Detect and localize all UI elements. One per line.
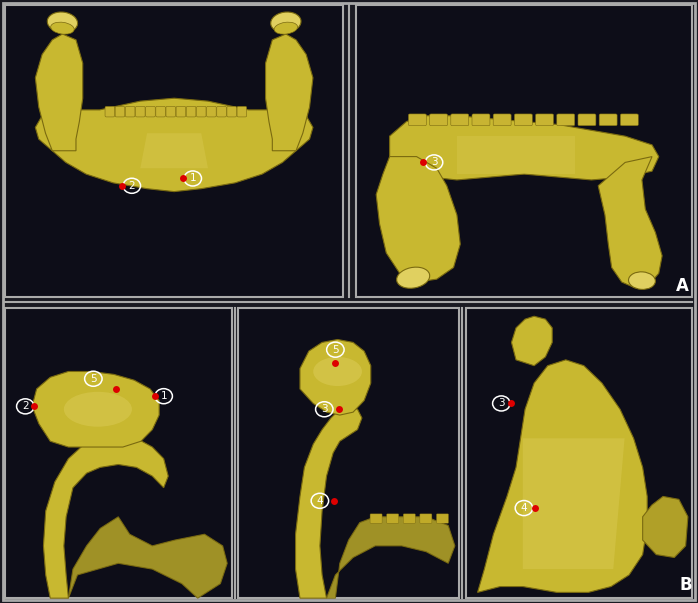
- FancyBboxPatch shape: [238, 308, 459, 598]
- Ellipse shape: [47, 12, 77, 33]
- FancyBboxPatch shape: [146, 106, 155, 117]
- Polygon shape: [140, 133, 208, 168]
- Ellipse shape: [628, 272, 655, 289]
- Text: B: B: [679, 576, 692, 594]
- FancyBboxPatch shape: [135, 106, 145, 117]
- FancyBboxPatch shape: [370, 514, 382, 523]
- Text: 1: 1: [189, 174, 196, 183]
- FancyBboxPatch shape: [186, 106, 196, 117]
- FancyBboxPatch shape: [403, 514, 415, 523]
- FancyBboxPatch shape: [5, 5, 343, 297]
- FancyBboxPatch shape: [451, 114, 469, 125]
- Text: 2: 2: [22, 402, 29, 411]
- FancyBboxPatch shape: [227, 106, 237, 117]
- Polygon shape: [265, 34, 313, 151]
- Ellipse shape: [274, 22, 297, 34]
- Ellipse shape: [51, 22, 74, 34]
- FancyBboxPatch shape: [535, 114, 554, 125]
- Polygon shape: [598, 157, 662, 288]
- Text: 3: 3: [431, 157, 438, 168]
- Ellipse shape: [313, 357, 362, 386]
- Polygon shape: [300, 339, 371, 415]
- FancyBboxPatch shape: [217, 106, 226, 117]
- FancyBboxPatch shape: [207, 106, 216, 117]
- Polygon shape: [389, 116, 659, 180]
- FancyBboxPatch shape: [578, 114, 596, 125]
- FancyBboxPatch shape: [387, 514, 399, 523]
- FancyBboxPatch shape: [621, 114, 638, 125]
- Text: 3: 3: [498, 399, 505, 408]
- FancyBboxPatch shape: [493, 114, 511, 125]
- FancyBboxPatch shape: [408, 114, 426, 125]
- FancyBboxPatch shape: [472, 114, 490, 125]
- Polygon shape: [43, 435, 168, 598]
- Polygon shape: [36, 34, 83, 151]
- Text: 4: 4: [317, 496, 323, 506]
- Polygon shape: [376, 157, 460, 282]
- Polygon shape: [457, 136, 574, 174]
- FancyBboxPatch shape: [156, 106, 165, 117]
- Text: 2: 2: [128, 181, 135, 191]
- FancyBboxPatch shape: [514, 114, 533, 125]
- FancyBboxPatch shape: [436, 514, 449, 523]
- FancyBboxPatch shape: [599, 114, 617, 125]
- FancyBboxPatch shape: [105, 106, 114, 117]
- FancyBboxPatch shape: [429, 114, 447, 125]
- FancyBboxPatch shape: [557, 114, 574, 125]
- Text: 3: 3: [321, 404, 327, 414]
- FancyBboxPatch shape: [166, 106, 176, 117]
- Polygon shape: [32, 371, 159, 447]
- Ellipse shape: [396, 267, 430, 288]
- Polygon shape: [327, 517, 455, 598]
- Ellipse shape: [64, 392, 132, 427]
- FancyBboxPatch shape: [420, 514, 432, 523]
- Text: 5: 5: [332, 345, 339, 355]
- Polygon shape: [68, 517, 228, 598]
- Text: 5: 5: [90, 374, 96, 384]
- Polygon shape: [36, 98, 313, 192]
- FancyBboxPatch shape: [176, 106, 186, 117]
- FancyBboxPatch shape: [126, 106, 135, 117]
- Polygon shape: [477, 360, 647, 592]
- Text: 4: 4: [521, 503, 527, 513]
- FancyBboxPatch shape: [196, 106, 206, 117]
- FancyBboxPatch shape: [237, 106, 246, 117]
- Text: A: A: [676, 277, 689, 295]
- Text: 1: 1: [161, 391, 167, 401]
- Polygon shape: [295, 406, 362, 598]
- FancyBboxPatch shape: [466, 308, 692, 598]
- FancyBboxPatch shape: [115, 106, 125, 117]
- Polygon shape: [643, 496, 688, 558]
- Polygon shape: [523, 438, 625, 569]
- FancyBboxPatch shape: [5, 308, 232, 598]
- FancyBboxPatch shape: [356, 5, 692, 297]
- Polygon shape: [512, 316, 552, 365]
- Ellipse shape: [271, 12, 301, 33]
